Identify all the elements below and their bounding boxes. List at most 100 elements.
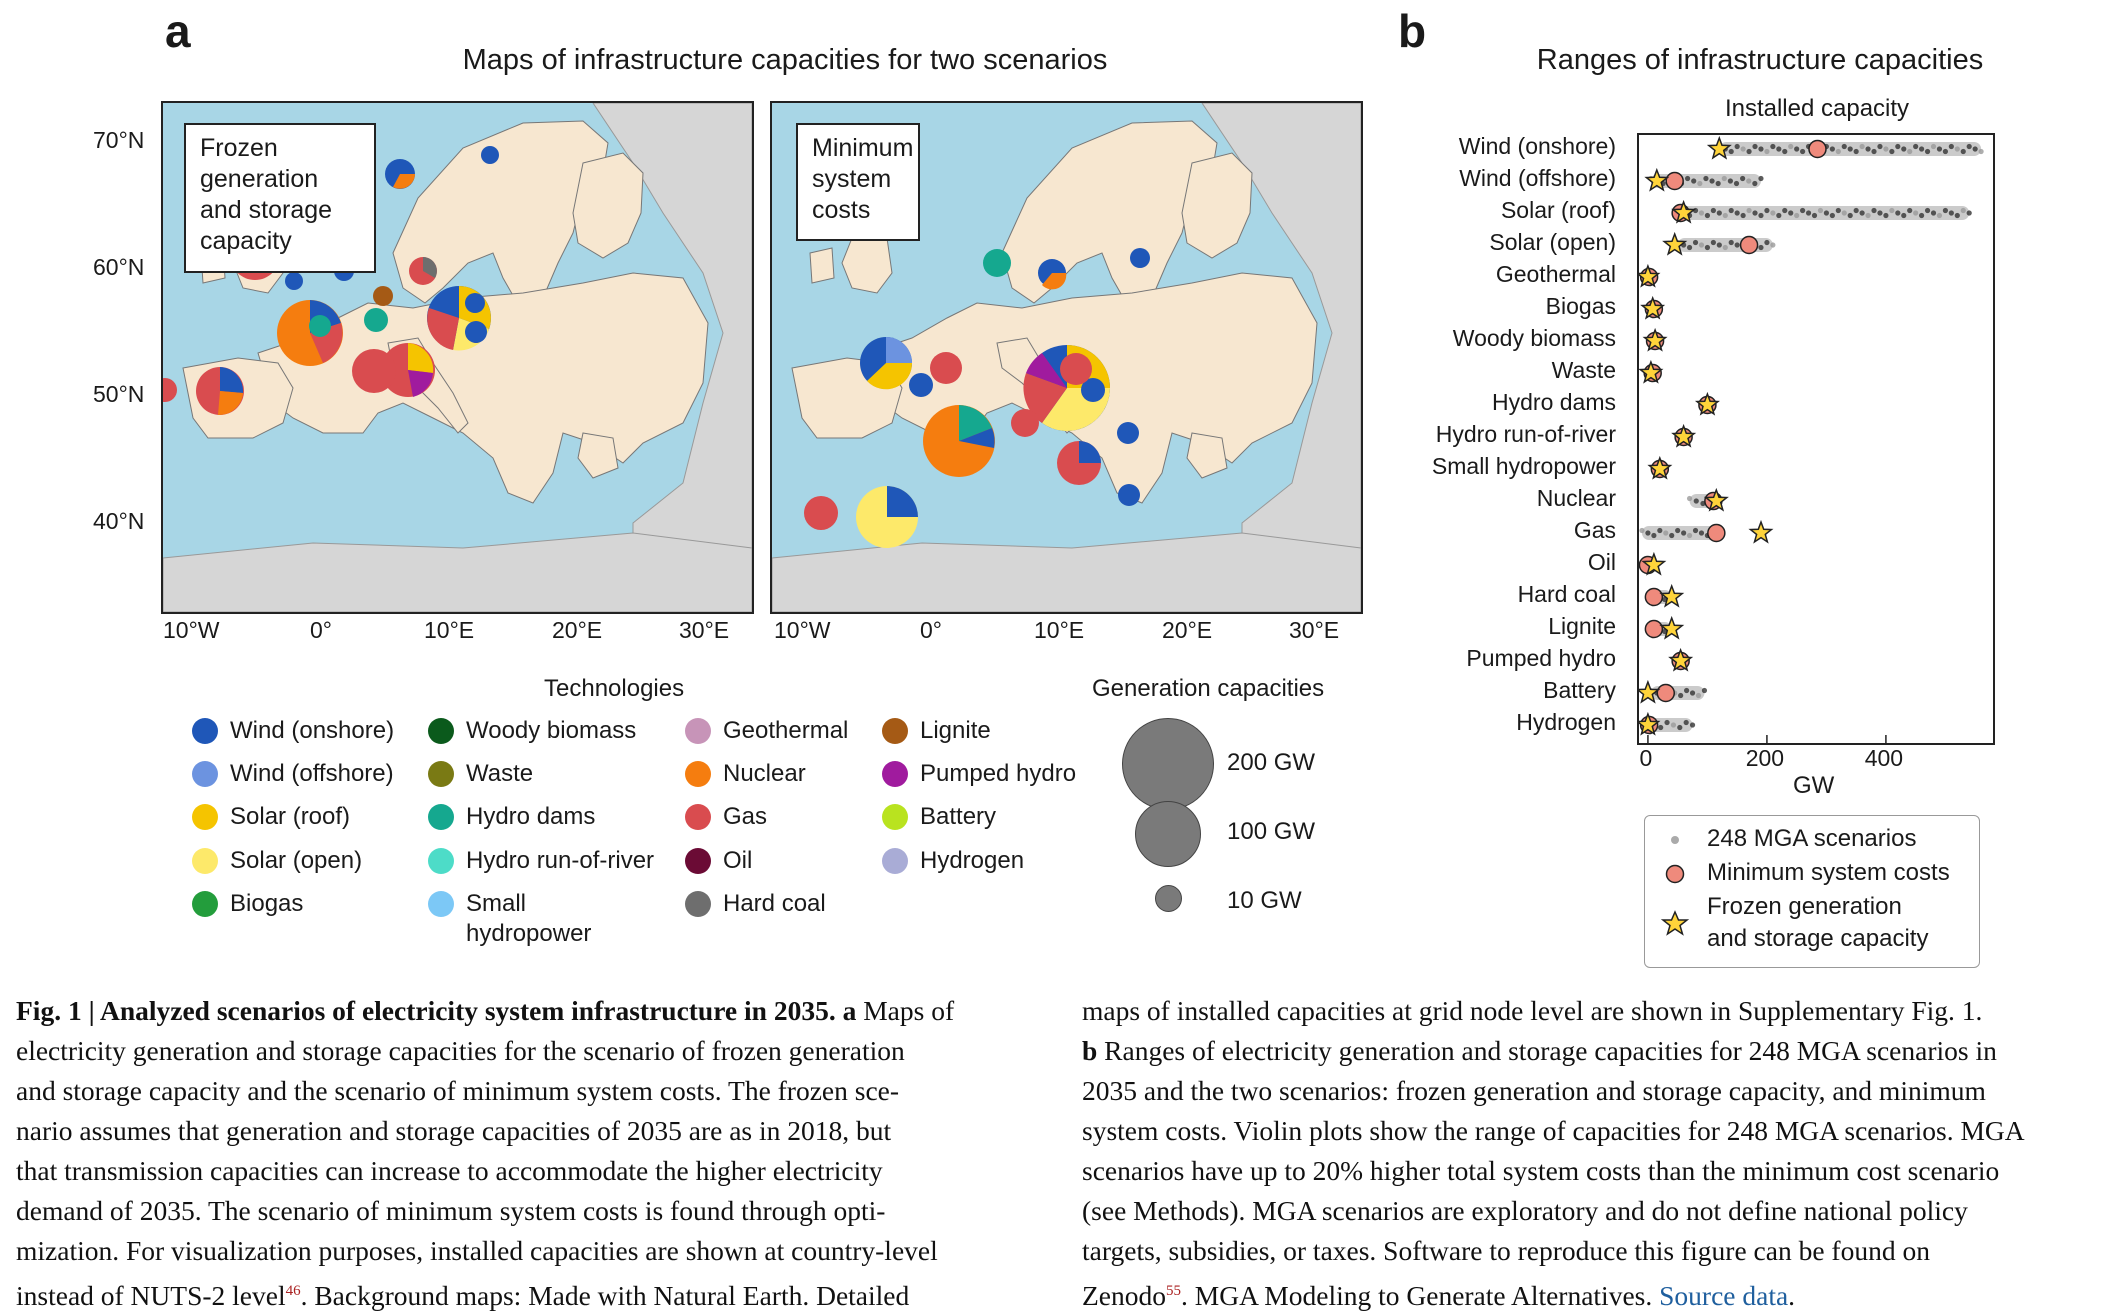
- caption-left: Fig. 1 | Analyzed scenarios of electrici…: [16, 991, 1056, 1316]
- caption-reference[interactable]: 55: [1166, 1283, 1182, 1299]
- mga-scenario-point: [1936, 146, 1943, 152]
- scenario-label-line: capacity: [200, 227, 292, 255]
- mga-scenario-point: [1704, 212, 1711, 219]
- mga-scenario-point: [1805, 210, 1812, 216]
- tech-legend-label: Hydro run-of-river: [466, 847, 655, 874]
- mga-scenario-point: [1758, 244, 1764, 251]
- caption-line: that transmission capacities can increas…: [16, 1155, 883, 1186]
- mga-scenario-point: [1677, 724, 1683, 731]
- mga-scenario-point: [1776, 212, 1782, 219]
- mga-scenario-point: [1733, 180, 1740, 187]
- mga-scenario-point: [1800, 148, 1806, 155]
- capacities-legend-title: Generation capacities: [1092, 675, 1325, 702]
- mga-scenario-point: [1764, 148, 1770, 155]
- caption-line: scenarios have up to 20% higher total sy…: [1082, 1155, 2000, 1186]
- category-label: Solar (roof): [1500, 197, 1616, 223]
- mga-scenario-point: [1670, 722, 1677, 728]
- caption-right: maps of installed capacities at grid nod…: [1082, 991, 2112, 1316]
- mga-scenario-point: [1853, 207, 1859, 214]
- mga-scenario-point: [1972, 146, 1978, 152]
- mga-scenario-point: [1901, 212, 1907, 219]
- mga-scenario-point: [1728, 239, 1734, 246]
- frozen-marker: [1642, 327, 1668, 352]
- mga-scenario-point: [1835, 207, 1841, 214]
- frozen-marker: [1671, 423, 1697, 448]
- mga-scenario-point: [1686, 495, 1693, 502]
- mga-scenario-point: [1770, 242, 1776, 248]
- mga-scenario-point: [1758, 212, 1764, 219]
- tech-legend-swatch: [192, 848, 218, 874]
- mga-scenario-point: [1883, 146, 1889, 152]
- mga-scenario-point: [1728, 148, 1734, 155]
- mga-scenario-point: [1877, 210, 1883, 216]
- mga-scenario-point: [1871, 148, 1877, 155]
- legend-marker-mga: [1671, 836, 1679, 844]
- source-data-link[interactable]: Source data: [1659, 1280, 1789, 1312]
- mga-scenario-point: [1865, 146, 1871, 152]
- frozen-marker: [1635, 263, 1661, 288]
- legend-label: 248 MGA scenarios: [1707, 825, 1917, 852]
- frozen-marker: [1671, 199, 1697, 224]
- tech-legend-label: Pumped hydro: [920, 760, 1077, 787]
- frozen-marker: [1703, 487, 1729, 512]
- caption-line: Zenodo55. MGA Modeling to Generate Alter…: [1082, 1280, 1796, 1312]
- legend-markers: [1660, 836, 1690, 936]
- lon-label: 10°W: [163, 617, 220, 643]
- tech-legend-swatch: [428, 718, 454, 744]
- mga-scenario-point: [1704, 244, 1711, 251]
- min-cost-marker: [1665, 171, 1684, 191]
- mga-scenario-point: [1727, 178, 1733, 184]
- mga-scenario-point: [1693, 498, 1699, 504]
- mga-scenario-point: [1752, 143, 1758, 150]
- min-cost-marker: [1644, 619, 1664, 639]
- mga-scenario-point: [1722, 244, 1728, 251]
- category-label: Biogas: [1545, 293, 1616, 319]
- range-plot: [1635, 135, 1984, 743]
- mga-scenario-point: [1960, 148, 1966, 155]
- category-label: Hard coal: [1517, 581, 1616, 607]
- mga-scenario-point: [1758, 146, 1764, 152]
- mga-scenario-point: [1683, 687, 1690, 694]
- mga-scenario-point: [1740, 146, 1746, 152]
- tech-legend-label: Gas: [723, 803, 768, 830]
- mga-scenario-point: [1684, 175, 1691, 182]
- mga-scenario-point: [1776, 146, 1782, 152]
- mga-scenario-point: [1669, 532, 1675, 539]
- mga-scenario-point: [1924, 207, 1931, 214]
- frozen-marker: [1668, 647, 1694, 672]
- panel-a-letter: a: [165, 5, 191, 57]
- scenario-label-line: Frozen: [200, 134, 278, 162]
- mga-scenario-point: [1758, 175, 1764, 182]
- category-label: Solar (open): [1489, 229, 1616, 255]
- caption-bold: b: [1082, 1035, 1098, 1066]
- mga-scenario-point: [1722, 212, 1728, 219]
- frozen-marker: [1748, 519, 1774, 544]
- mga-scenario-point: [1895, 210, 1901, 216]
- mga-scenario-point: [1764, 239, 1770, 246]
- min-cost-marker: [1739, 235, 1759, 255]
- capacity-label: 100 GW: [1227, 818, 1316, 845]
- mga-scenario-point: [1686, 244, 1693, 251]
- tech-legend-label: Battery: [920, 803, 997, 830]
- mga-scenario-point: [1865, 212, 1871, 219]
- tech-legend-label: Oil: [723, 847, 753, 874]
- tech-legend-label: Wind (onshore): [230, 717, 395, 744]
- mga-scenario-point: [1954, 212, 1960, 219]
- lon-label: 0°: [920, 617, 942, 643]
- caption-line: b Ranges of electricity generation and s…: [1082, 1035, 1997, 1066]
- mga-scenario-point: [1948, 210, 1954, 216]
- mga-scenario-point: [1930, 143, 1937, 150]
- mga-scenario-point: [1788, 143, 1794, 150]
- legend-label: Frozen generation: [1707, 893, 1902, 920]
- frozen-marker: [1647, 455, 1673, 480]
- caption-reference[interactable]: 46: [285, 1283, 301, 1299]
- frozen-marker: [1694, 391, 1720, 416]
- tech-legend-swatch: [882, 761, 908, 787]
- scenario-label-line: Minimum: [812, 134, 914, 162]
- mga-scenario-point: [1859, 143, 1865, 150]
- mga-scenario-point: [1966, 210, 1972, 216]
- lon-label: 10°E: [1034, 617, 1085, 643]
- mga-scenario-point: [1889, 207, 1895, 214]
- mga-scenario-point: [1978, 148, 1984, 155]
- caption-line: system costs. Violin plots show the rang…: [1082, 1115, 2025, 1146]
